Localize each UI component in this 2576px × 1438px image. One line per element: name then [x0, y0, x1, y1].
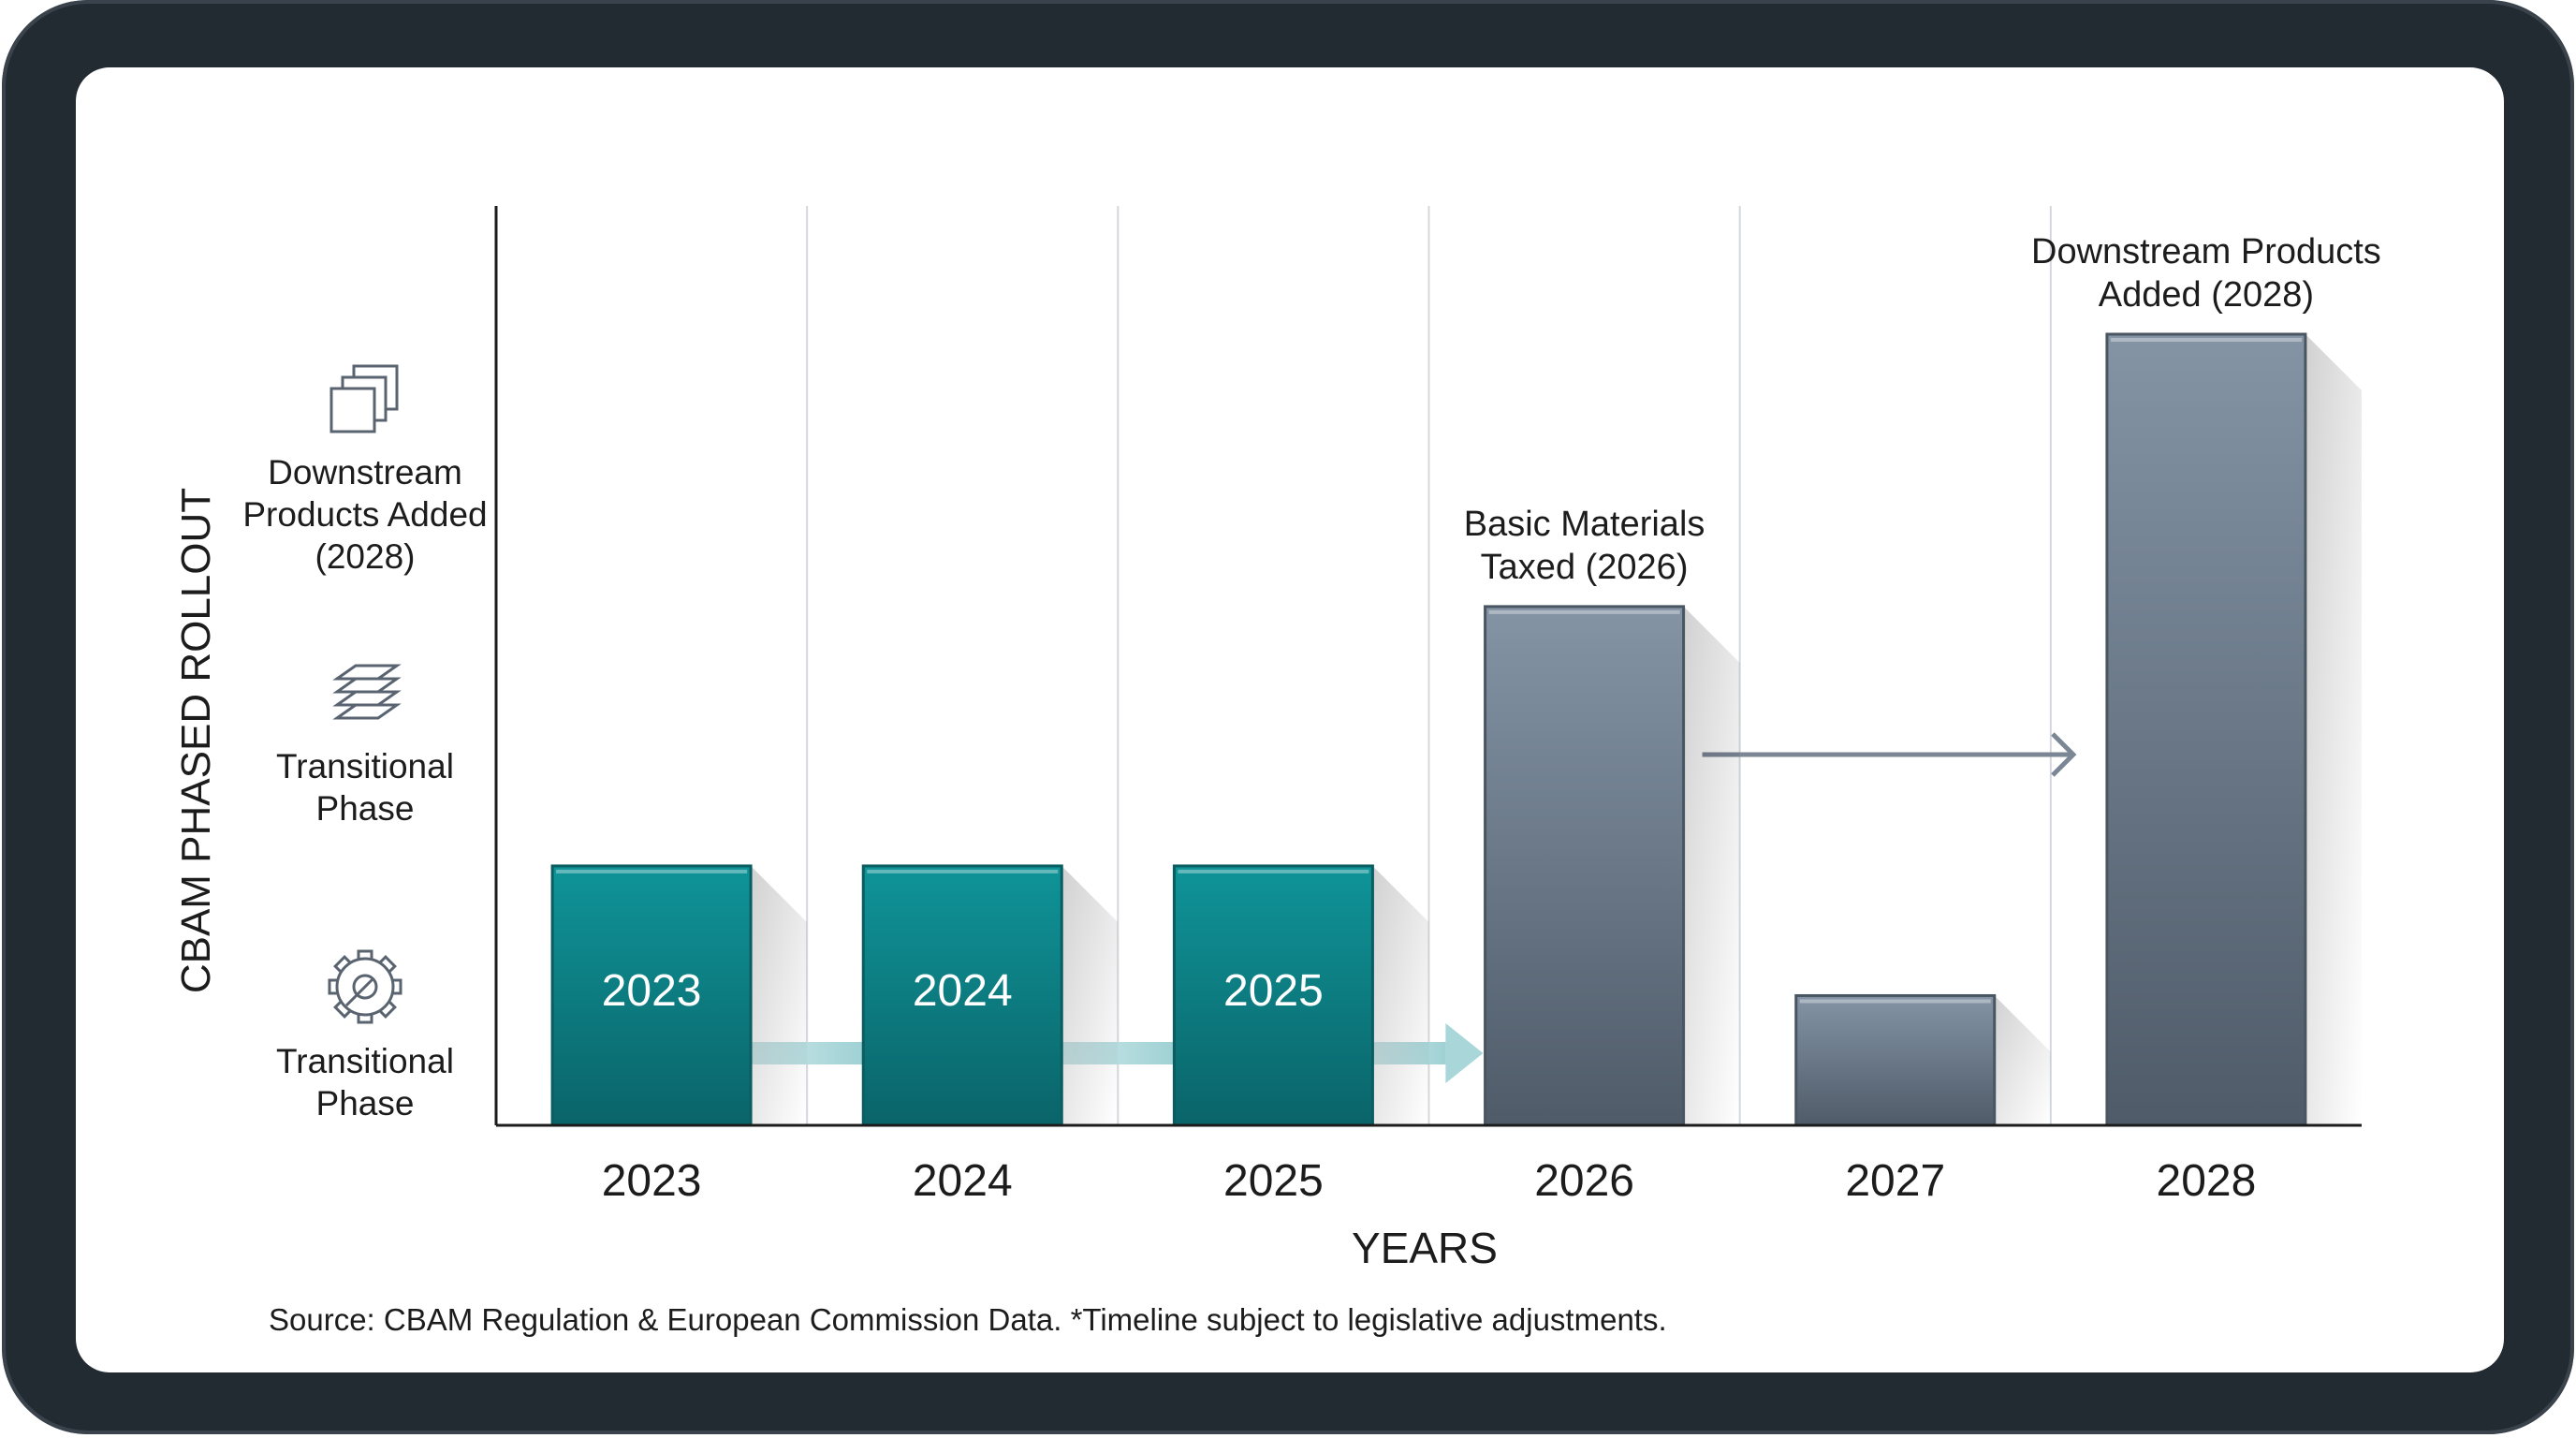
x-tick-2024: 2024 [913, 1156, 1013, 1206]
x-tick-2028: 2028 [2157, 1156, 2257, 1206]
bar-2026 [1484, 605, 1686, 1127]
grid-lines [806, 206, 2052, 1125]
y-level-label: Transitional [276, 747, 454, 785]
bar-label-2024: 2024 [913, 966, 1013, 1016]
y-level-label: Phase [316, 789, 415, 828]
bar-label-2023: 2023 [602, 966, 702, 1016]
axes [494, 206, 2362, 1127]
bar-shadow [1994, 995, 2051, 1125]
x-axis-label: YEARS [1352, 1224, 1498, 1272]
copy-squares-icon [329, 364, 399, 433]
bar-highlight [1799, 999, 1991, 1004]
y-level-label: (2028) [315, 537, 416, 576]
bar-label-2025: 2025 [1223, 966, 1324, 1016]
x-tick-labels: 2023 2024 2025 2026 2027 2028 [602, 1156, 2257, 1206]
x-tick-2027: 2027 [1845, 1156, 1945, 1206]
bar-highlight [1178, 869, 1369, 873]
bar-2027 [1794, 993, 1997, 1127]
slate-arrow-head [2051, 732, 2077, 777]
annotation-2028: Downstream Products [2031, 232, 2381, 271]
y-level-label: Phase [316, 1084, 415, 1123]
annotation-2028: Added (2028) [2099, 275, 2314, 315]
tablet-screen: 2023 2024 2025 2023 2024 2025 2026 2027 2028 Ba… [76, 67, 2504, 1372]
y-level-label: Transitional [276, 1042, 454, 1080]
bar-2028 [2105, 332, 2307, 1127]
x-tick-2025: 2025 [1223, 1156, 1324, 1206]
bar-highlight [1488, 609, 1680, 614]
bar-2023 [550, 864, 753, 1127]
bars: 2023 2024 2025 [550, 332, 2362, 1127]
source-note: Source: CBAM Regulation & European Commi… [269, 1302, 1667, 1337]
bar-shadow [1061, 865, 1119, 1125]
annotations: Basic Materials Taxed (2026) Downstream Pr… [1464, 232, 2381, 587]
bar-shadow [1683, 606, 1740, 1125]
bar-highlight [556, 869, 748, 873]
y-level-label: Downstream [268, 453, 462, 492]
y-axis-label: CBAM PHASED ROLLOUT [173, 488, 219, 993]
y-level-labels: Transitional Phase Transitional Phase Downst… [242, 364, 488, 1123]
chart: 2023 2024 2025 2023 2024 2025 2026 2027 2028 Ba… [173, 206, 2381, 1337]
bar-2025 [1172, 864, 1374, 1127]
bar-shadow [751, 865, 808, 1125]
annotation-2026: Taxed (2026) [1481, 548, 1689, 587]
x-tick-2026: 2026 [1534, 1156, 1634, 1206]
bar-highlight [2110, 337, 2302, 342]
bar-2024 [861, 864, 1063, 1127]
bar-shadow [2305, 333, 2362, 1125]
stacked-layers-icon [332, 664, 402, 720]
arrow-head [1445, 1023, 1484, 1083]
gear-wrench-icon [328, 949, 402, 1024]
bar-shadow [1372, 865, 1429, 1125]
y-level-label: Products Added [242, 495, 487, 534]
x-tick-2023: 2023 [602, 1156, 702, 1206]
annotation-2026: Basic Materials [1464, 505, 1705, 544]
bar-highlight [867, 869, 1059, 873]
